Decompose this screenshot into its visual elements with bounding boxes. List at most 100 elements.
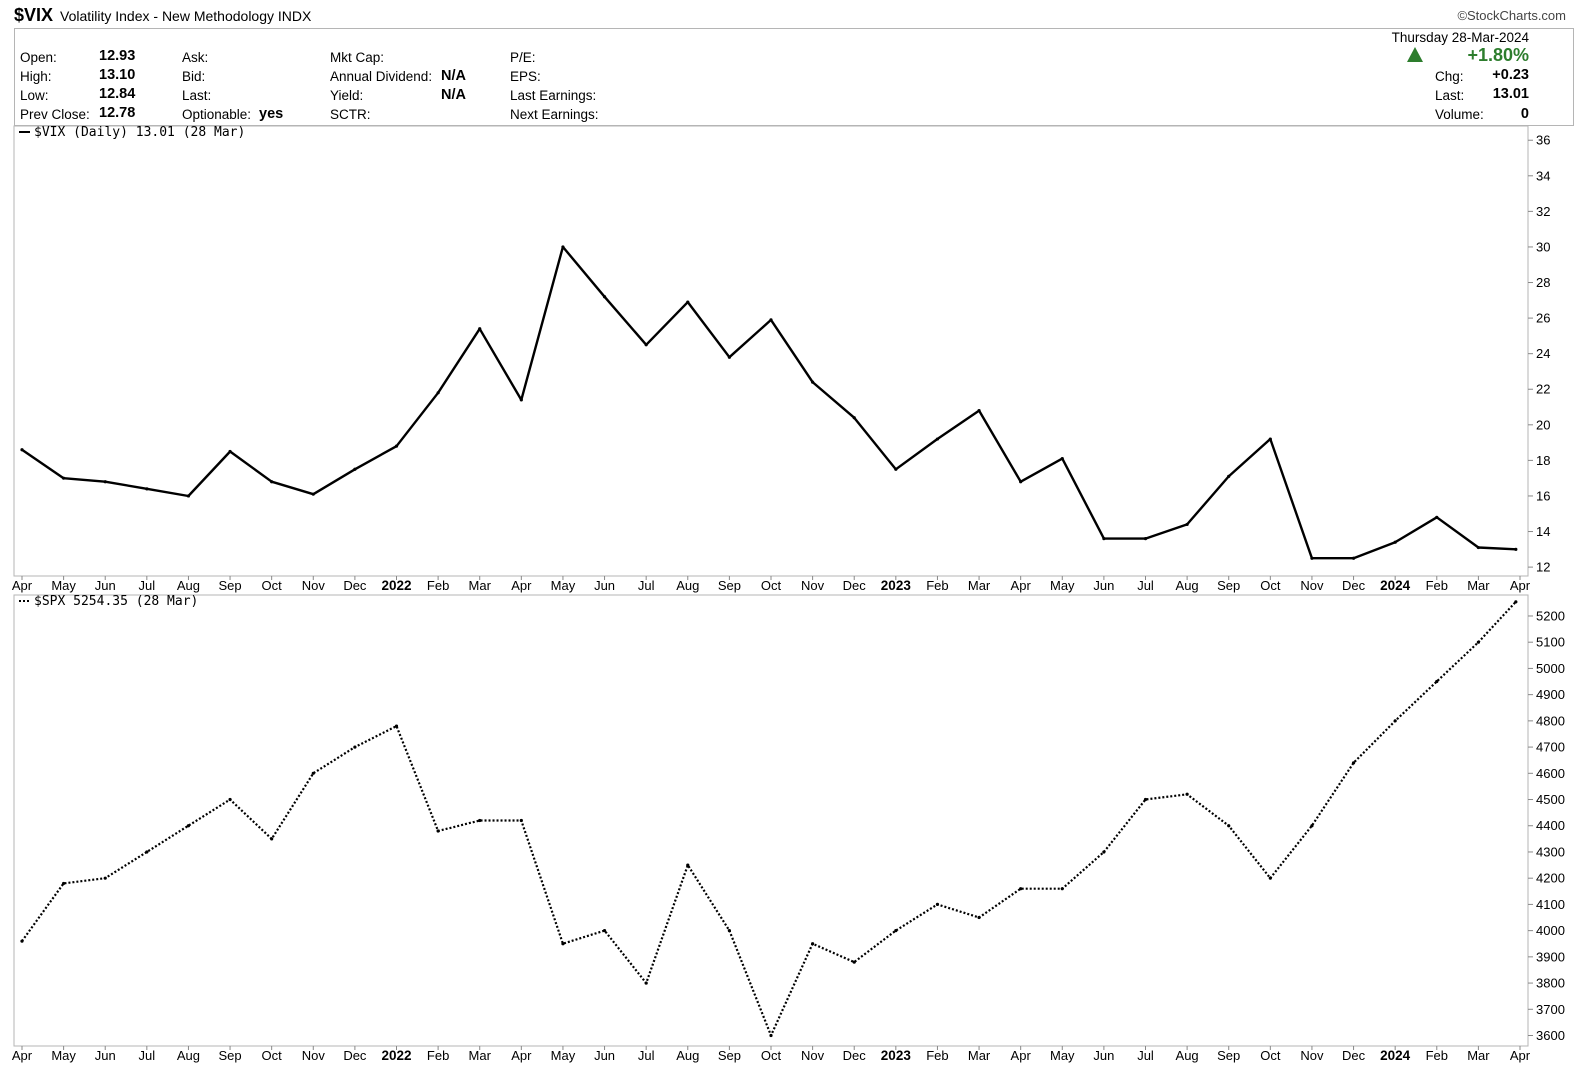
spx-ytick-label: 3800 [1536, 976, 1565, 991]
spx-xtick-label: Mar [968, 1048, 991, 1063]
chart-header: $VIX Volatility Index - New Methodology … [0, 0, 1592, 32]
symbol: $VIX [14, 5, 54, 25]
vix-xtick-label: Mar [968, 578, 991, 593]
vix-xtick-label: 2022 [381, 578, 411, 593]
spx-data-point [561, 942, 565, 946]
vix-xtick-label: Feb [926, 578, 948, 593]
spx-data-point [1310, 824, 1314, 828]
spx-xtick-label: 2022 [381, 1048, 411, 1063]
vix-xtick-label: Oct [1260, 578, 1281, 593]
yield-label: Yield: [330, 88, 364, 103]
vix-data-point [1185, 522, 1189, 527]
spx-xtick-label: Aug [676, 1048, 699, 1063]
pe-label: P/E: [510, 50, 536, 65]
spx-data-point [1102, 850, 1106, 854]
spx-xtick-label: Dec [1342, 1048, 1366, 1063]
vix-xtick-label: Dec [1342, 578, 1366, 593]
spx-data-point [1393, 719, 1397, 723]
spx-data-point [811, 942, 815, 946]
vix-xtick-label: Sep [718, 578, 741, 593]
vix-xtick-label: Jun [1093, 578, 1114, 593]
yield-value: N/A [441, 87, 466, 103]
vix-data-point [186, 494, 191, 498]
spx-data-point [852, 960, 856, 964]
low-label: Low: [20, 88, 49, 103]
symbol-description: Volatility Index - New Methodology INDX [60, 8, 312, 24]
vix-legend: $VIX (Daily) 13.01 (28 Mar) [34, 125, 245, 140]
vix-ytick-label: 16 [1536, 488, 1550, 503]
volume-value: 0 [1520, 106, 1529, 122]
spx-data-point [1476, 640, 1480, 644]
open-value: 12.93 [99, 48, 136, 64]
spx-ytick-label: 4900 [1536, 687, 1565, 702]
spx-xtick-label: Apr [511, 1048, 532, 1063]
spx-xtick-label: Sep [718, 1048, 741, 1063]
vix-data-point [394, 444, 399, 448]
spx-xtick-label: Apr [1011, 1048, 1032, 1063]
spx-data-point [62, 881, 66, 886]
vix-xtick-label: Apr [12, 578, 33, 593]
spx-xtick-label: Dec [843, 1048, 867, 1063]
vix-xtick-label: Feb [427, 578, 449, 593]
spx-xtick-label: Mar [469, 1048, 492, 1063]
spx-panel: 3600 3700 3800 3900 4000 4100 4200 4300 4400 4500… [12, 594, 1565, 1063]
vix-data-point [62, 476, 66, 480]
spx-xtick-label: Jul [1137, 1048, 1154, 1063]
vix-data-point [103, 480, 107, 484]
ask-label: Ask: [182, 50, 209, 65]
vix-data-point [228, 449, 232, 454]
vix-ytick-label: 14 [1536, 524, 1550, 539]
vix-data-point [602, 295, 607, 299]
spx-ytick-label: 4300 [1536, 844, 1565, 859]
spx-ytick-label: 3700 [1536, 1002, 1565, 1017]
vix-data-point [353, 467, 357, 471]
vix-xtick-label: Dec [843, 578, 867, 593]
spx-xtick-label: Apr [1510, 1048, 1531, 1063]
vix-data-point [1060, 457, 1064, 461]
vix-data-point [519, 398, 523, 402]
spx-xtick-label: May [51, 1048, 76, 1063]
spx-data-point [1019, 887, 1023, 891]
spx-xtick-label: Apr [12, 1048, 33, 1063]
optionable-label: Optionable: [182, 107, 252, 122]
vix-xtick-label: Aug [177, 578, 200, 593]
spx-xtick-label: Jul [139, 1048, 156, 1063]
vix-ytick-label: 24 [1536, 346, 1550, 361]
vix-ytick-label: 22 [1536, 382, 1550, 397]
vix-xtick-label: Apr [1011, 578, 1032, 593]
vix-data-point [436, 391, 440, 395]
spx-ytick-label: 4400 [1536, 818, 1565, 833]
vix-data-point [852, 416, 856, 420]
spx-data-point [394, 724, 399, 728]
brand: ©StockCharts.com [1457, 8, 1566, 23]
vix-data-point [811, 380, 815, 384]
spx-ytick-label: 4600 [1536, 766, 1565, 781]
spx-ytick-label: 5200 [1536, 608, 1565, 623]
vix-data-point [1143, 537, 1148, 541]
vix-data-point [686, 300, 690, 304]
change-percent: +1.80% [1467, 45, 1529, 65]
spx-xtick-label: Jun [594, 1048, 615, 1063]
spx-ytick-label: 3600 [1536, 1028, 1565, 1043]
last-label: Last: [182, 88, 212, 103]
spx-xtick-label: Feb [926, 1048, 948, 1063]
vix-xtick-label: Apr [1510, 578, 1531, 593]
vix-xtick-label: Aug [1176, 578, 1199, 593]
vix-ytick-label: 34 [1536, 168, 1550, 183]
next-earnings-label: Next Earnings: [510, 107, 599, 122]
spx-xtick-label: Dec [343, 1048, 367, 1063]
last-earnings-label: Last Earnings: [510, 88, 597, 103]
annual-dividend-value: N/A [441, 68, 466, 84]
vix-xtick-label: Nov [1300, 578, 1324, 593]
spx-data-point [228, 797, 232, 802]
spx-data-point [20, 939, 24, 943]
spx-ytick-label: 3900 [1536, 949, 1565, 964]
spx-data-point [186, 824, 191, 828]
spx-data-point [270, 837, 274, 841]
spx-data-point [1514, 600, 1518, 604]
vix-ytick-label: 20 [1536, 417, 1550, 432]
vix-data-point [1514, 547, 1518, 551]
spx-xtick-label: May [1050, 1048, 1075, 1063]
spx-data-point [769, 1033, 773, 1038]
